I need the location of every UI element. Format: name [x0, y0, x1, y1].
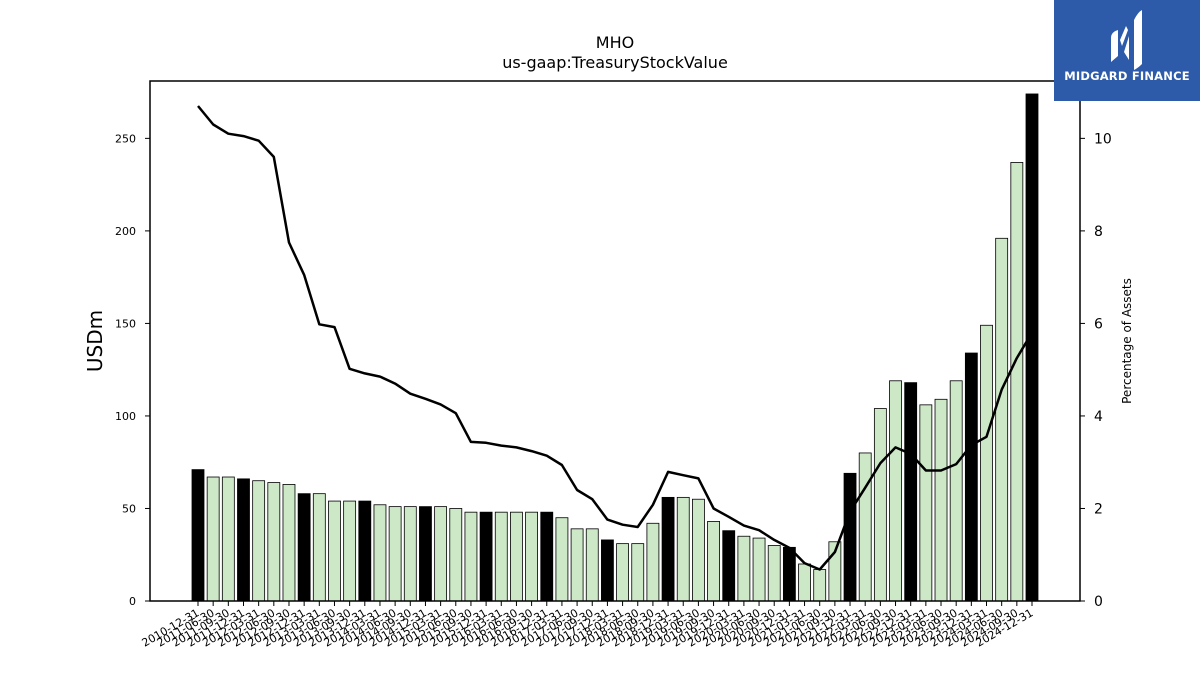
bar-2011-06-30	[221, 476, 235, 602]
y2-tick-label: 4	[1094, 409, 1103, 425]
bar-2011-09-30	[237, 478, 250, 602]
bar-2018-09-30	[661, 496, 675, 602]
x-axis-ticks: 2010-12-312011-06-302011-09-302011-12-31…	[140, 601, 1036, 650]
bar-2021-12-31	[858, 452, 872, 602]
bar-2014-12-31	[434, 506, 448, 602]
bar-2013-12-31	[373, 504, 387, 602]
bar-2017-06-30	[585, 528, 599, 602]
bar-2023-06-30	[949, 380, 963, 602]
y-tick-label: 250	[115, 132, 136, 145]
bar-2024-06-30	[1010, 162, 1024, 602]
y2-tick-label: 6	[1094, 316, 1103, 332]
y-tick-label: 150	[115, 317, 136, 330]
bar-2016-06-30	[525, 511, 538, 602]
bar-2017-03-31	[570, 528, 584, 602]
brand-logo: MIDGARD FINANCE	[1054, 0, 1200, 101]
y2-tick-label: 2	[1094, 501, 1103, 517]
left-axis-ticks: 0 50 100 150 200 250	[115, 132, 150, 608]
bar-2024-09-30	[1025, 93, 1039, 602]
y-axis-label: USDm	[83, 310, 107, 372]
plot-frame	[149, 80, 1081, 602]
bar-2014-06-30	[403, 506, 417, 602]
bar-series	[191, 93, 1039, 602]
y-tick-label: 200	[115, 225, 136, 238]
chart-subtitle: us-gaap:TreasuryStockValue	[502, 53, 728, 72]
bar-2020-06-30	[767, 545, 781, 602]
bar-2015-12-31	[494, 511, 508, 602]
bar-2018-03-31	[631, 543, 645, 602]
bar-2021-09-30	[843, 472, 857, 602]
bar-2012-09-30	[297, 493, 311, 602]
y2-tick-label: 10	[1094, 131, 1112, 147]
bar-2023-03-31	[934, 398, 948, 602]
bar-2017-12-31	[616, 543, 629, 602]
bar-2011-12-31	[252, 480, 266, 602]
bar-2011-03-31	[206, 476, 220, 602]
y2-axis-label: Percentage of Assets	[1120, 278, 1134, 404]
bar-2019-03-31	[692, 498, 705, 602]
bar-2012-12-31	[312, 493, 326, 602]
bar-2019-09-30	[722, 530, 736, 602]
bar-2019-06-30	[707, 521, 720, 602]
y-tick-label: 50	[122, 502, 136, 515]
bar-2018-12-31	[676, 496, 690, 602]
bar-2022-09-30	[904, 382, 918, 602]
percentage-of-assets-line	[197, 105, 1034, 571]
bar-2023-09-30	[964, 352, 978, 602]
bar-2016-03-31	[510, 511, 523, 602]
bar-2022-03-31	[873, 408, 887, 602]
bar-2015-09-30	[479, 511, 493, 602]
y2-tick-label: 0	[1094, 594, 1103, 610]
brand-name: MIDGARD FINANCE	[1064, 69, 1190, 83]
right-axis-ticks: 0 2 4 6 8 10	[1080, 131, 1112, 610]
bar-2014-03-31	[388, 506, 402, 602]
bar-2012-06-30	[282, 484, 296, 602]
bar-2022-06-30	[889, 380, 902, 602]
bar-2013-09-30	[358, 500, 372, 602]
bar-2012-03-31	[267, 482, 281, 602]
y2-tick-label: 8	[1094, 224, 1103, 240]
bar-2017-09-30	[601, 539, 614, 602]
bar-2013-03-31	[328, 500, 341, 602]
line-series	[197, 105, 1034, 571]
bar-2014-09-30	[419, 506, 432, 602]
bar-2020-12-31	[798, 563, 811, 602]
bar-2019-12-31	[737, 535, 751, 602]
bar-2021-03-31	[813, 569, 827, 602]
chart-title: MHO	[596, 33, 634, 52]
bar-2022-12-31	[919, 404, 933, 602]
bar-2020-03-31	[752, 537, 766, 602]
bar-2016-09-30	[540, 511, 554, 602]
bar-2024-03-31	[995, 237, 1009, 602]
y-tick-label: 100	[115, 410, 136, 423]
bar-2015-03-31	[449, 508, 463, 602]
bar-2013-06-30	[343, 500, 357, 602]
bar-2016-12-31	[555, 517, 569, 602]
bar-2018-06-30	[646, 522, 660, 602]
midgard-m-logo-icon	[1111, 10, 1142, 70]
bar-2020-09-30	[782, 546, 796, 602]
bar-2015-06-30	[464, 511, 478, 602]
bar-2023-12-31	[980, 324, 993, 602]
y-tick-label: 0	[129, 595, 136, 608]
bar-2010-12-31	[191, 469, 205, 602]
